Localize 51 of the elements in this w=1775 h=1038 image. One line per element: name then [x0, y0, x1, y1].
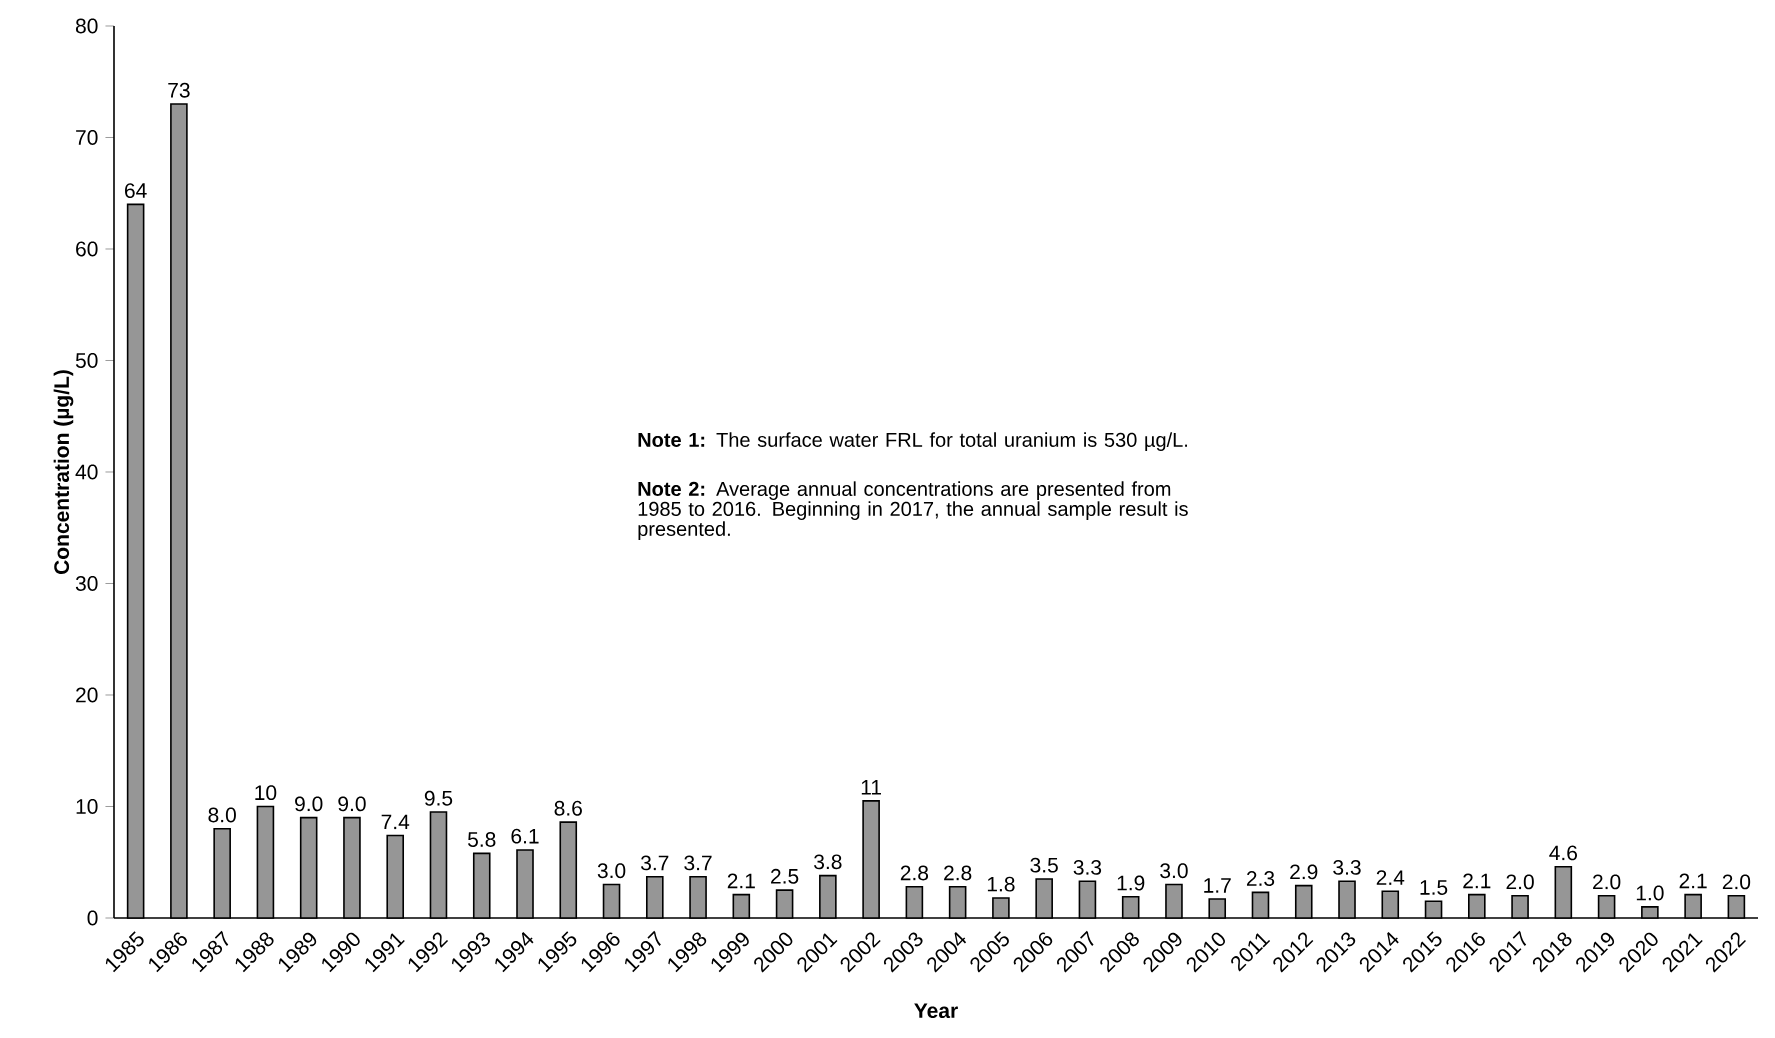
data-label: 10 — [255, 785, 277, 801]
data-label: 9.5 — [424, 790, 453, 806]
data-label: 3.0 — [1160, 863, 1188, 879]
y-tick-label: 0 — [87, 910, 98, 926]
data-label: 2.9 — [1290, 864, 1318, 880]
data-label: 11 — [861, 780, 881, 795]
y-tick-label: 40 — [75, 464, 98, 480]
data-label: 8.0 — [208, 807, 236, 823]
y-tick-label: 60 — [76, 241, 98, 257]
data-label: 3.7 — [684, 855, 712, 871]
data-label: 6.1 — [511, 828, 539, 844]
data-label: 1.7 — [1204, 878, 1231, 893]
data-label: 2.8 — [944, 865, 972, 881]
annotation: Note 2: Average annual concentrations are presented from 1985 to 2016. Beginning in 2017, the annual sample result is presented. — [638, 481, 1188, 540]
data-label: 2.5 — [771, 868, 799, 884]
data-label: 3.3 — [1333, 859, 1361, 875]
data-label: 2.4 — [1376, 870, 1405, 885]
data-label: 3.0 — [597, 863, 626, 879]
y-axis-title: Concentration (µg/L) — [53, 370, 74, 575]
data-label: 2.3 — [1246, 871, 1275, 886]
data-label: 9.0 — [338, 796, 366, 812]
data-label: 2.1 — [727, 873, 755, 889]
y-tick-label: 10 — [76, 799, 98, 814]
data-label: 64 — [125, 183, 147, 199]
data-label: 2.8 — [900, 865, 929, 881]
data-label: 5.8 — [467, 832, 496, 847]
data-label: 3.7 — [640, 855, 669, 871]
data-label: 2.0 — [1593, 874, 1621, 890]
data-label: 1.8 — [987, 876, 1015, 892]
data-label: 2.0 — [1722, 874, 1751, 890]
data-label: 3.5 — [1030, 857, 1058, 873]
data-label: 2.1 — [1679, 873, 1707, 889]
data-label: 2.0 — [1506, 874, 1534, 890]
data-label: 1.9 — [1117, 875, 1145, 891]
data-label: 73 — [168, 82, 190, 98]
x-axis-title: Year — [914, 1003, 958, 1019]
data-label: 7.4 — [381, 814, 410, 830]
y-tick-label: 30 — [75, 576, 98, 591]
data-label: 1.5 — [1420, 880, 1448, 895]
data-label: 8.6 — [554, 800, 582, 816]
y-tick-label: 80 — [75, 18, 98, 34]
data-label: 3.3 — [1073, 859, 1102, 875]
y-tick-label: 20 — [76, 687, 98, 703]
y-tick-label: 50 — [75, 353, 98, 368]
data-label: 9.0 — [295, 796, 323, 812]
y-tick-label: 70 — [76, 130, 98, 145]
data-label: 2.1 — [1463, 873, 1491, 889]
data-label: 1.0 — [1636, 885, 1664, 901]
annotation: Note 1: The surface water FRL for total uranium is 530 µg/L. — [638, 432, 1188, 451]
data-label: 4.6 — [1549, 845, 1578, 861]
data-label: 3.8 — [814, 854, 842, 870]
